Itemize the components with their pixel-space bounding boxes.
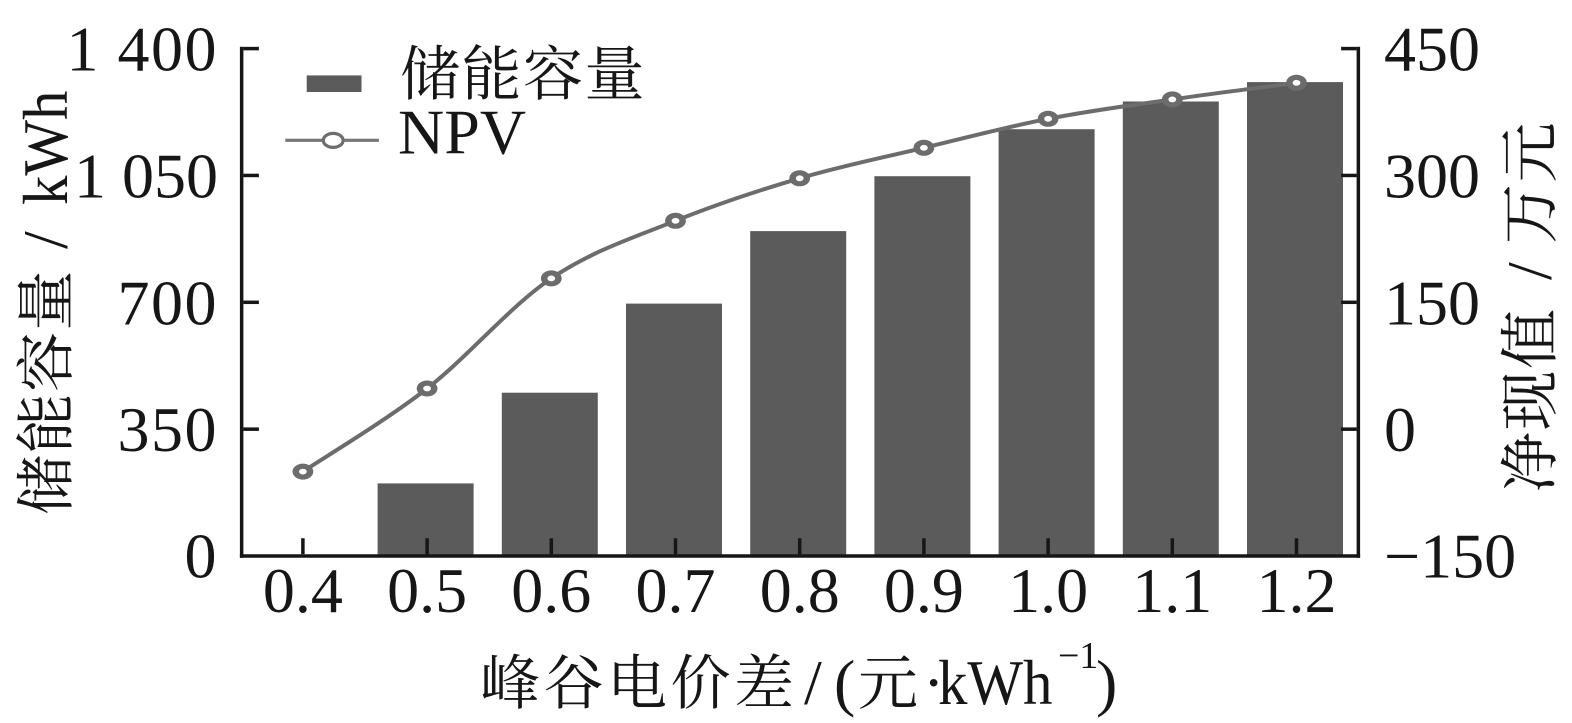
svg-text:350: 350	[118, 394, 219, 465]
svg-text:/: /	[804, 647, 822, 718]
svg-text:/: /	[10, 231, 81, 249]
svg-text:−150: −150	[1384, 521, 1516, 592]
svg-text:): )	[1096, 647, 1117, 718]
svg-text:450: 450	[1384, 14, 1480, 85]
svg-text:700: 700	[118, 267, 219, 338]
svg-text:1 400: 1 400	[67, 14, 219, 85]
svg-text:0.9: 0.9	[884, 555, 964, 626]
svg-text:0.7: 0.7	[636, 555, 716, 626]
svg-text:1 050: 1 050	[74, 140, 218, 211]
svg-text:0.4: 0.4	[263, 555, 343, 626]
svg-text:1.2: 1.2	[1257, 555, 1337, 626]
svg-text:1.0: 1.0	[1008, 555, 1088, 626]
svg-text:NPV: NPV	[398, 97, 526, 168]
svg-text:kWh: kWh	[938, 648, 1052, 719]
svg-text:0.5: 0.5	[387, 555, 467, 626]
svg-text:/: /	[1494, 262, 1565, 280]
svg-text:300: 300	[1384, 140, 1480, 211]
svg-text:0.8: 0.8	[760, 555, 840, 626]
svg-text:0.6: 0.6	[511, 555, 591, 626]
svg-text:0: 0	[185, 521, 219, 592]
svg-text:1.1: 1.1	[1132, 555, 1212, 626]
svg-text:150: 150	[1384, 267, 1480, 338]
svg-text:(: (	[834, 647, 855, 718]
svg-text:−1: −1	[1058, 635, 1098, 677]
svg-text:·: ·	[923, 647, 944, 718]
svg-text:0: 0	[1384, 394, 1416, 465]
svg-text:kWh: kWh	[11, 91, 82, 205]
